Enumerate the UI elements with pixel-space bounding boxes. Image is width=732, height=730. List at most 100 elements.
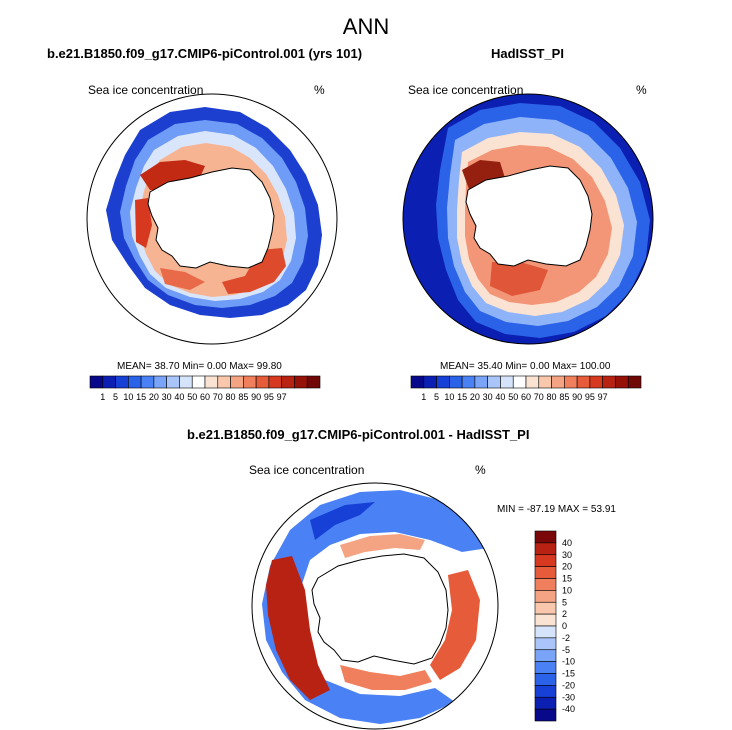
panel3-stats: MIN = -87.19 MAX = 53.91 xyxy=(497,504,616,515)
panel1-colorbar-swatch xyxy=(204,375,219,389)
panel3-colorbar-tick-label: -15 xyxy=(562,669,575,679)
panel2-colorbar-tick-label: 90 xyxy=(572,392,582,402)
panel1-colorbar-swatch xyxy=(230,375,244,389)
panel1-colorbar-tick-label: 60 xyxy=(200,392,210,402)
panel3-colorbar-swatch xyxy=(534,601,557,615)
panel1-colorbar-swatch xyxy=(255,375,270,389)
panel1-colorbar-tick-label: 90 xyxy=(251,392,261,402)
panel2-colorbar-swatch xyxy=(410,375,425,389)
panel1-colorbar-swatch xyxy=(268,375,282,389)
panel2-variable: Sea ice concentration xyxy=(408,83,524,97)
panel2-colorbar-swatch xyxy=(500,375,514,389)
panel2-colorbar-swatch xyxy=(615,375,629,389)
panel2-colorbar-tick-label: 30 xyxy=(483,392,493,402)
panel1-map xyxy=(86,93,338,345)
panel1-colorbar-swatch xyxy=(294,375,308,389)
panel2-colorbar-tick-label: 5 xyxy=(434,392,439,402)
panel3-colorbar-tick-label: 30 xyxy=(562,550,572,560)
panel1-ice-core-east xyxy=(222,248,286,294)
panel3-colorbar-swatch xyxy=(534,708,557,722)
panel3-diff-blue-outer xyxy=(262,490,488,724)
panel2-antarctica xyxy=(465,165,593,267)
panel1-colorbar-tick-label: 95 xyxy=(264,392,274,402)
panel3-colorbar-tick-label: 40 xyxy=(562,538,572,548)
panel3-colorbar-swatch xyxy=(534,625,557,639)
panel2-colorbar-swatch xyxy=(449,375,463,389)
panel1-colorbar: 1 5 10 15 20 30 40 50 60 70 80 85 90 95 97 xyxy=(89,375,321,402)
panel1-colorbar-swatch xyxy=(140,375,155,389)
panel1-map-border xyxy=(86,93,338,345)
panel2-colorbar-swatch xyxy=(512,375,527,389)
panel2-title: HadISST_PI xyxy=(491,46,564,61)
panel1-colorbar-swatch xyxy=(89,375,104,389)
panel2-colorbar-swatch xyxy=(538,375,552,389)
panel1-colorbar-tick-label: 40 xyxy=(174,392,184,402)
panel2-colorbar-swatch xyxy=(474,375,488,389)
panel1-colorbar-swatch xyxy=(115,375,129,389)
panel2-colorbar-tick-label: 1 xyxy=(421,392,426,402)
panel3-colorbar-swatch xyxy=(534,649,557,662)
panel1-variable: Sea ice concentration xyxy=(88,83,204,97)
panel2-colorbar-swatch xyxy=(602,375,616,389)
panel2-colorbar-swatch xyxy=(487,375,501,389)
panel1-colorbar-tick-label: 97 xyxy=(277,392,287,402)
panel3-colorbar-swatch xyxy=(534,542,557,556)
panel1-ice-core-west xyxy=(135,198,152,248)
panel2-map-border xyxy=(402,93,654,345)
panel3-colorbar-swatch xyxy=(534,696,557,710)
panel3-antarctica xyxy=(311,553,449,665)
panel3-colorbar-swatch xyxy=(534,673,557,686)
panel2-colorbar-swatch xyxy=(436,375,450,389)
panel3-colorbar-tick-label: 20 xyxy=(562,562,572,572)
panel2-colorbar-swatch xyxy=(576,375,591,389)
panel3-colorbar-tick-label: 10 xyxy=(562,585,572,595)
panel2-colorbar-swatch xyxy=(627,375,642,389)
panel3-diff-blue-core xyxy=(310,502,375,540)
panel1-colorbar-swatch xyxy=(217,375,231,389)
panel2-colorbar-tick-label: 85 xyxy=(559,392,569,402)
panel3-colorbar-tick-label: -5 xyxy=(562,645,570,655)
panel1-colorbar-swatch xyxy=(243,375,257,389)
panel2-units: % xyxy=(636,83,647,97)
panel3-colorbar-tick-label: -40 xyxy=(562,704,575,714)
panel2-colorbar-tick-label: 15 xyxy=(457,392,467,402)
panel2-colorbar-tick-label: 60 xyxy=(521,392,531,402)
panel1-stats: MEAN= 38.70 Min= 0.00 Max= 99.80 xyxy=(117,361,282,372)
panel3-colorbar-tick-label: -2 xyxy=(562,633,570,643)
panel3-colorbar-tick-label: 2 xyxy=(562,609,567,619)
panel2-ice-core-ross xyxy=(490,262,548,296)
panel3-map xyxy=(251,482,499,730)
panel1-colorbar-tick-label: 15 xyxy=(136,392,146,402)
panel1-colorbar-tick-label: 20 xyxy=(149,392,159,402)
panel1-colorbar-tick-label: 85 xyxy=(238,392,248,402)
figure-title: ANN xyxy=(342,14,390,39)
panel1-colorbar-tick-label: 1 xyxy=(100,392,105,402)
panel3-colorbar-swatch xyxy=(534,554,557,567)
panel3-colorbar-swatch xyxy=(534,566,557,579)
panel2-colorbar-tick-label: 70 xyxy=(534,392,544,402)
panel3-colorbar-swatch xyxy=(534,685,557,698)
panel1-colorbar-swatch xyxy=(281,375,295,389)
panel3-variable: Sea ice concentration xyxy=(249,463,365,477)
panel2-stats: MEAN= 35.40 Min= 0.00 Max= 100.00 xyxy=(440,361,611,372)
panel1-title: b.e21.B1850.f09_g17.CMIP6-piControl.001 … xyxy=(47,46,363,61)
panel2-map xyxy=(402,93,654,345)
panel3-colorbar-tick-label: 5 xyxy=(562,597,567,607)
panel2-colorbar-swatch xyxy=(589,375,603,389)
panel1-colorbar-swatch xyxy=(102,375,116,389)
panel3-colorbar-tick-label: 15 xyxy=(562,574,572,584)
panel2-colorbar-swatch xyxy=(461,375,476,389)
panel3-diff-red-east xyxy=(430,570,480,680)
panel3-colorbar-tick-label: 0 xyxy=(562,621,567,631)
panel3-title: b.e21.B1850.f09_g17.CMIP6-piControl.001 … xyxy=(187,427,530,442)
panel2-colorbar-swatch xyxy=(525,375,540,389)
panel1-colorbar-tick-label: 80 xyxy=(226,392,236,402)
panel3-colorbar-swatch xyxy=(534,637,557,651)
panel3-map-border xyxy=(251,482,499,730)
panel2-colorbar-tick-label: 20 xyxy=(470,392,480,402)
panel2-colorbar-tick-label: 95 xyxy=(585,392,595,402)
panel3-colorbar-swatch xyxy=(534,590,557,603)
panel1-colorbar-tick-label: 5 xyxy=(113,392,118,402)
panel1-colorbar-tick-label: 30 xyxy=(162,392,172,402)
